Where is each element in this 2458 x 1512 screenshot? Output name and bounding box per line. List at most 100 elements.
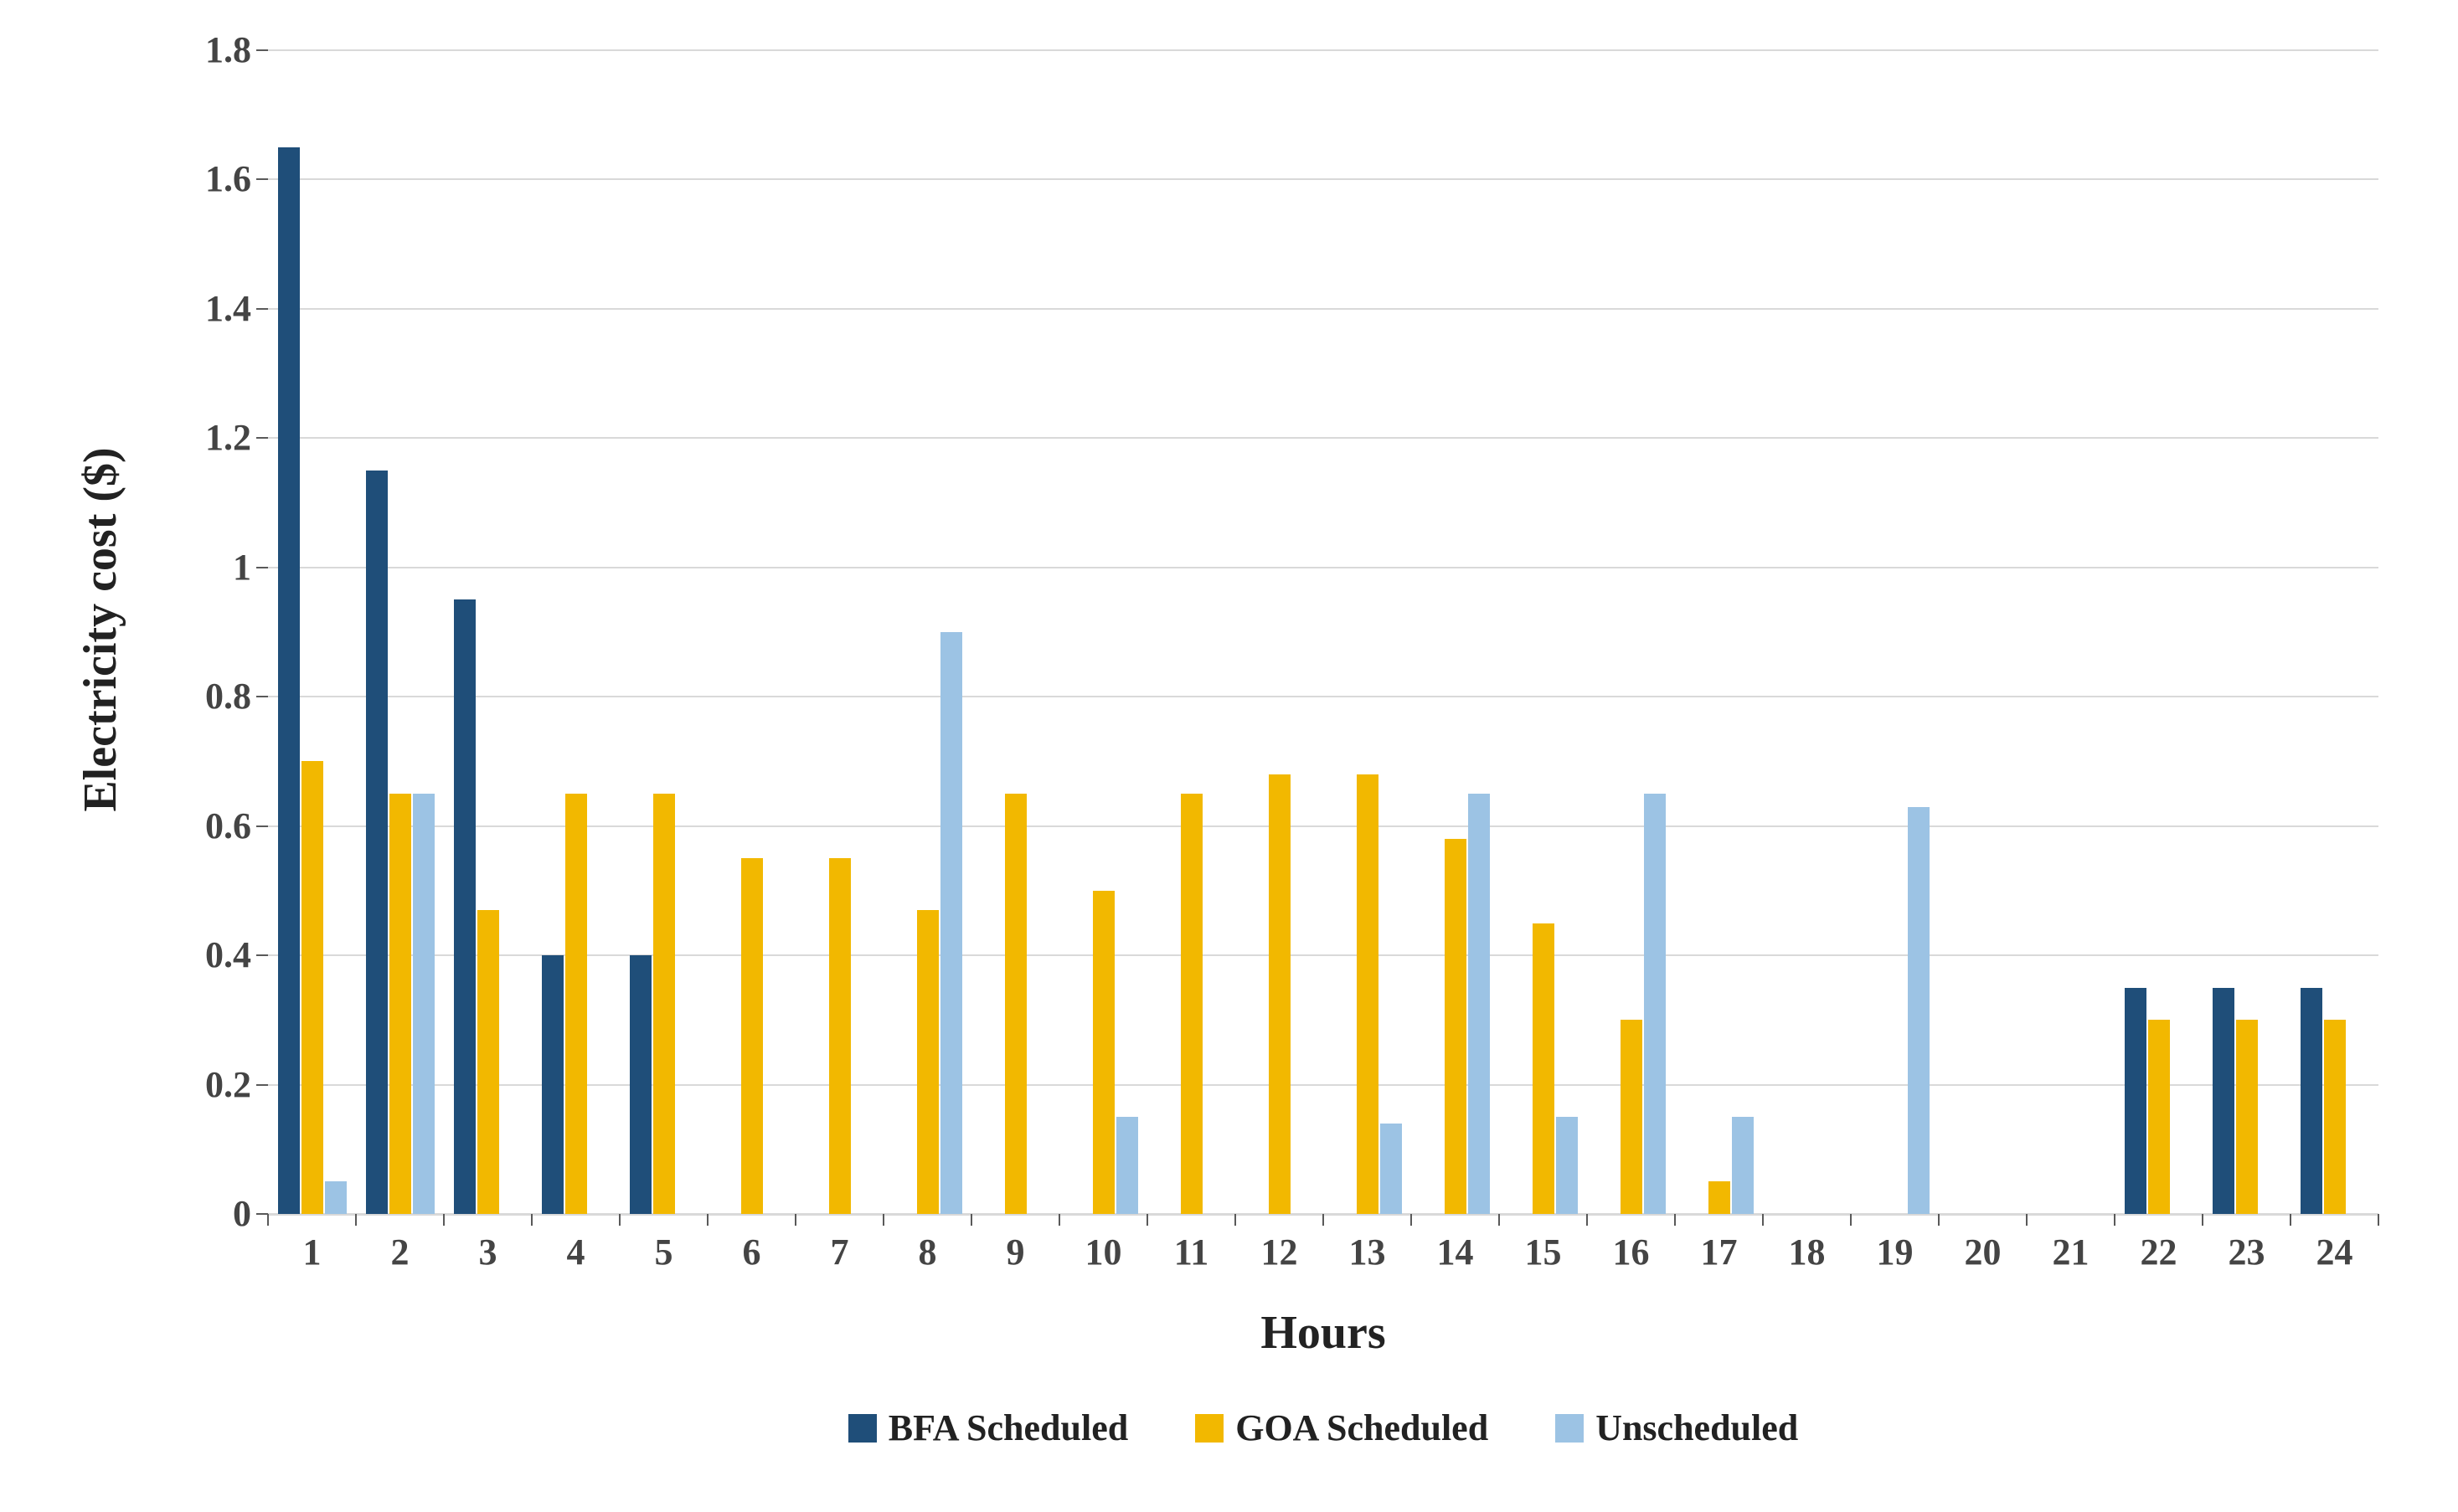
bar	[1093, 891, 1115, 1214]
legend-swatch	[848, 1414, 877, 1443]
x-tickmark	[1147, 1214, 1148, 1226]
x-tick-label: 4	[532, 1231, 620, 1273]
bar	[829, 858, 851, 1214]
y-tick-label: 0	[134, 1192, 251, 1235]
bar	[1556, 1117, 1578, 1214]
bar	[278, 147, 300, 1214]
bar	[2236, 1020, 2258, 1214]
bar	[1732, 1117, 1754, 1214]
x-tickmark	[1410, 1214, 1412, 1226]
x-tickmark	[267, 1214, 269, 1226]
gridline	[268, 696, 2378, 697]
x-tick-label: 15	[1499, 1231, 1587, 1273]
y-tick-label: 1.6	[134, 157, 251, 200]
x-tickmark	[1674, 1214, 1676, 1226]
y-tick-label: 0.2	[134, 1063, 251, 1106]
bar	[940, 632, 962, 1214]
x-tick-label: 5	[620, 1231, 708, 1273]
y-tick-label: 0.6	[134, 805, 251, 847]
x-tickmark	[355, 1214, 357, 1226]
bar	[2324, 1020, 2346, 1214]
bar	[454, 599, 476, 1214]
x-tick-label: 18	[1763, 1231, 1851, 1273]
x-tick-label: 14	[1411, 1231, 1499, 1273]
bar	[1357, 774, 1378, 1214]
bar	[366, 471, 388, 1214]
x-tick-label: 19	[1851, 1231, 1939, 1273]
y-tickmark	[256, 1084, 268, 1086]
gridline	[268, 178, 2378, 180]
gridline	[268, 437, 2378, 439]
bar	[630, 955, 652, 1214]
x-tickmark	[707, 1214, 709, 1226]
x-tick-label: 12	[1235, 1231, 1323, 1273]
x-tick-label: 10	[1059, 1231, 1147, 1273]
y-tick-label: 1.8	[134, 28, 251, 71]
bar	[1644, 794, 1666, 1214]
y-tick-label: 1.4	[134, 287, 251, 330]
x-tick-label: 21	[2027, 1231, 2115, 1273]
bar	[1468, 794, 1490, 1214]
bar	[917, 910, 939, 1214]
bar	[2125, 988, 2146, 1214]
bar	[389, 794, 411, 1214]
gridline	[268, 49, 2378, 51]
x-tickmark	[1234, 1214, 1236, 1226]
y-tickmark	[256, 954, 268, 956]
y-tickmark	[256, 1213, 268, 1215]
x-tick-label: 9	[971, 1231, 1059, 1273]
bar	[1533, 923, 1554, 1215]
chart-container: Electricity cost ($) Hours 00.20.40.60.8…	[0, 0, 2458, 1512]
bar	[1708, 1181, 1730, 1214]
bar	[1181, 794, 1203, 1214]
x-tick-label: 22	[2115, 1231, 2203, 1273]
x-tick-label: 17	[1675, 1231, 1763, 1273]
bar	[477, 910, 499, 1214]
x-tickmark	[443, 1214, 445, 1226]
gridline	[268, 567, 2378, 568]
x-tickmark	[883, 1214, 884, 1226]
x-tickmark	[1762, 1214, 1764, 1226]
gridline	[268, 308, 2378, 310]
y-tickmark	[256, 178, 268, 180]
legend-swatch	[1555, 1414, 1584, 1443]
x-tickmark	[1059, 1214, 1060, 1226]
x-tick-label: 23	[2203, 1231, 2291, 1273]
x-tickmark	[1498, 1214, 1500, 1226]
x-tick-label: 13	[1323, 1231, 1411, 1273]
y-tickmark	[256, 696, 268, 697]
x-tickmark	[2378, 1214, 2379, 1226]
y-tickmark	[256, 567, 268, 568]
x-axis-title: Hours	[268, 1306, 2378, 1360]
bar	[2148, 1020, 2170, 1214]
x-tick-label: 1	[268, 1231, 356, 1273]
x-tick-label: 8	[884, 1231, 971, 1273]
x-tickmark	[2026, 1214, 2028, 1226]
x-tick-label: 3	[444, 1231, 532, 1273]
bar	[542, 955, 564, 1214]
y-tick-label: 0.8	[134, 675, 251, 717]
x-tick-label: 7	[796, 1231, 884, 1273]
legend: BFA Scheduled GOA Scheduled Unscheduled	[268, 1407, 2378, 1449]
legend-item: GOA Scheduled	[1195, 1407, 1488, 1449]
bar	[1005, 794, 1027, 1214]
legend-label: GOA Scheduled	[1235, 1407, 1488, 1449]
x-tickmark	[2202, 1214, 2203, 1226]
x-tick-label: 6	[708, 1231, 796, 1273]
bar	[1621, 1020, 1642, 1214]
x-tickmark	[2290, 1214, 2291, 1226]
y-tick-label: 0.4	[134, 933, 251, 976]
bar	[2213, 988, 2234, 1214]
bar	[325, 1181, 347, 1214]
legend-label: BFA Scheduled	[889, 1407, 1128, 1449]
x-tickmark	[1322, 1214, 1324, 1226]
bar	[413, 794, 435, 1214]
plot-area	[268, 50, 2378, 1214]
y-tickmark	[256, 825, 268, 827]
x-tick-label: 16	[1587, 1231, 1675, 1273]
legend-item: BFA Scheduled	[848, 1407, 1128, 1449]
bar	[1445, 839, 1466, 1214]
bar	[653, 794, 675, 1214]
legend-label: Unscheduled	[1595, 1407, 1798, 1449]
x-tick-label: 24	[2291, 1231, 2378, 1273]
